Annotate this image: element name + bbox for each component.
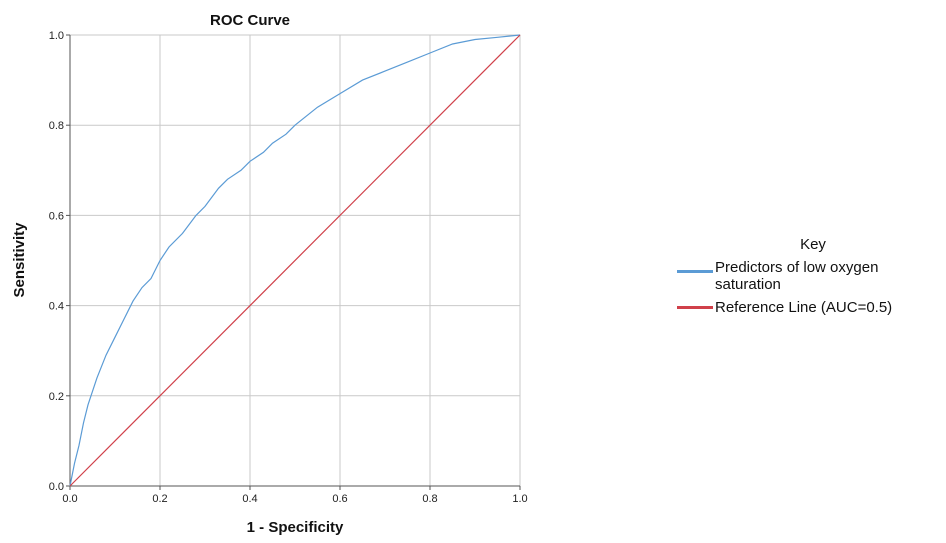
tick-labels: 0.0 0.2 0.4 0.6 0.8 1.0 0.0 0.2 0.4 0.6 0.8 1.0 (49, 30, 528, 505)
chart-title: ROC Curve (210, 12, 290, 29)
axes (69, 34, 521, 487)
x-axis-label: 1 - Specificity (247, 519, 344, 536)
y-tick-label: 1.0 (49, 30, 64, 42)
y-tick-label: 0.0 (49, 481, 64, 493)
legend-swatch-roc (677, 270, 713, 273)
x-tick-label: 0.2 (152, 493, 167, 505)
series-lines (69, 34, 521, 487)
x-tick-label: 0.0 (62, 493, 77, 505)
legend-label-reference: Reference Line (AUC=0.5) (715, 299, 892, 316)
y-tick-label: 0.4 (49, 301, 64, 313)
roc-curve-line (69, 34, 521, 487)
y-axis-label: Sensitivity (11, 222, 28, 298)
x-tick-label: 1.0 (512, 493, 527, 505)
legend-title: Key (800, 236, 826, 253)
reference-line (69, 34, 521, 487)
grid (70, 35, 520, 486)
y-tick-label: 0.6 (49, 210, 64, 222)
legend-swatch-reference (677, 306, 713, 309)
x-tick-label: 0.4 (242, 493, 257, 505)
legend: Key Predictors of low oxygen saturation Re… (677, 236, 892, 316)
legend-label-roc: Predictors of low oxygen saturation (715, 259, 878, 293)
x-tick-label: 0.8 (422, 493, 437, 505)
y-tick-label: 0.2 (49, 391, 64, 403)
x-tick-label: 0.6 (332, 493, 347, 505)
y-tick-label: 0.8 (49, 120, 64, 132)
